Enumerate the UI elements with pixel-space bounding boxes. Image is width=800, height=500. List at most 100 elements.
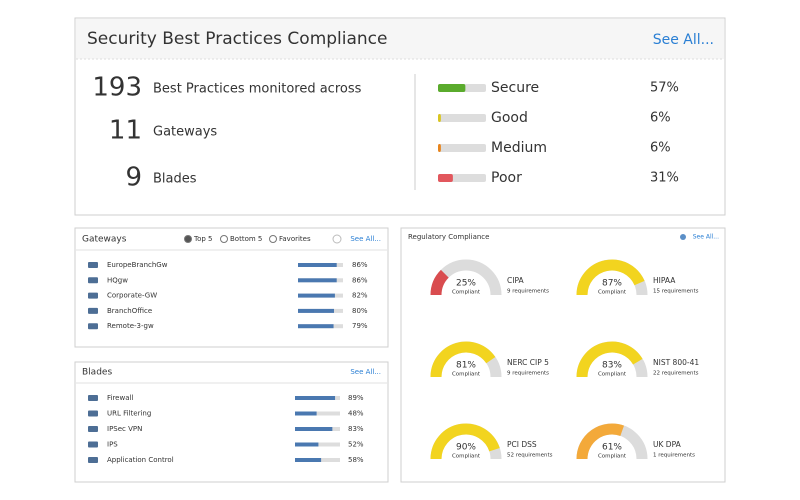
stat-number: 193: [92, 73, 142, 103]
level-bar: [438, 84, 466, 92]
gauge-arc: [430, 341, 496, 378]
bar-track: [438, 114, 486, 122]
option-label: Bottom 5: [230, 235, 262, 243]
level-name: Good: [491, 110, 528, 126]
row-percent: 83%: [348, 425, 364, 433]
gauge-value: 83%: [602, 361, 622, 371]
row-percent: 52%: [348, 441, 364, 449]
gauge-requirements: 15 requirements: [653, 289, 699, 295]
gauge-value: 90%: [456, 443, 476, 453]
row-icon: [88, 262, 98, 268]
row-percent: 89%: [348, 394, 364, 402]
row-icon: [88, 277, 98, 284]
blades-title: Blades: [82, 368, 112, 378]
level-percent: 31%: [650, 171, 679, 186]
see-all[interactable]: See All...: [350, 235, 381, 243]
row-bar: [295, 458, 322, 462]
gauge-requirements: 9 requirements: [507, 371, 549, 377]
stat-label: Best Practices monitored across: [153, 82, 362, 97]
row-bar: [298, 278, 337, 283]
gauge-requirements: 22 requirements: [653, 371, 699, 377]
row-bar: [295, 427, 333, 431]
summary-header: [76, 19, 724, 59]
row-name: BranchOffice: [107, 307, 152, 315]
see-all[interactable]: See All...: [653, 32, 714, 48]
row-name: IPSec VPN: [107, 425, 142, 433]
row-percent: 82%: [352, 292, 368, 300]
radio[interactable]: [269, 235, 277, 243]
option-label: Favorites: [279, 235, 311, 243]
level-bar: [438, 114, 441, 122]
row-bar: [298, 293, 335, 298]
gear-icon[interactable]: [332, 234, 342, 244]
row-percent: 86%: [352, 261, 368, 269]
row-name: IPS: [107, 441, 118, 449]
row-name: Application Control: [107, 456, 174, 464]
see-all[interactable]: See All...: [693, 234, 719, 241]
row-icon: [88, 426, 98, 432]
see-all[interactable]: See All...: [350, 368, 381, 376]
gauge-name: NERC CIP 5: [507, 358, 549, 367]
row-percent: 79%: [352, 322, 368, 330]
row-icon: [88, 292, 98, 299]
gauge-sublabel: Compliant: [598, 290, 627, 296]
level-name: Poor: [491, 170, 522, 186]
gauge-arc: [430, 269, 449, 296]
level-percent: 57%: [650, 81, 679, 96]
row-bar: [295, 396, 336, 400]
gauge-value: 81%: [456, 361, 476, 371]
stat-label: Blades: [153, 172, 197, 187]
gauge-value: 61%: [602, 443, 622, 453]
row-icon: [88, 457, 98, 463]
gauge-sublabel: Compliant: [452, 454, 481, 460]
row-name: Firewall: [107, 394, 133, 402]
settings-icon[interactable]: [680, 234, 686, 240]
gauge-value: 25%: [456, 279, 476, 289]
row-name: EuropeBranchGw: [107, 261, 168, 269]
regulatory-title: Regulatory Compliance: [408, 233, 489, 241]
row-name: Remote-3-gw: [107, 322, 154, 330]
gauge-name: NIST 800-41: [653, 358, 699, 367]
row-icon: [88, 410, 98, 417]
gauge-name: CIPA: [507, 276, 524, 285]
level-percent: 6%: [650, 141, 671, 156]
stat-number: 11: [109, 116, 142, 146]
row-percent: 48%: [348, 410, 364, 418]
level-bar: [438, 144, 441, 152]
row-percent: 86%: [352, 276, 368, 284]
gauge-arc: [430, 423, 500, 460]
summary-title: Security Best Practices Compliance: [87, 29, 388, 49]
gauge-requirements: 52 requirements: [507, 453, 553, 459]
radio[interactable]: [220, 235, 228, 243]
gauge-sublabel: Compliant: [598, 454, 627, 460]
row-percent: 58%: [348, 456, 364, 464]
row-icon: [88, 323, 98, 330]
row-bar: [295, 411, 317, 416]
row-percent: 80%: [352, 307, 368, 315]
level-percent: 6%: [650, 111, 671, 126]
gauge-requirements: 9 requirements: [507, 289, 549, 295]
row-name: Corporate-GW: [107, 292, 157, 300]
gauge-arc: [576, 259, 645, 296]
stat-label: Gateways: [153, 125, 217, 140]
option-label: Top 5: [193, 235, 213, 243]
gauge-name: PCI DSS: [507, 440, 537, 449]
row-bar: [298, 324, 334, 329]
level-bar: [438, 174, 453, 182]
gauge-sublabel: Compliant: [452, 290, 481, 296]
row-bar: [295, 442, 319, 447]
gauge-arc: [576, 341, 643, 378]
row-name: HQgw: [107, 276, 128, 284]
gateways-title: Gateways: [82, 235, 127, 245]
stat-number: 9: [125, 163, 142, 193]
bar-track: [295, 411, 340, 416]
gauge-requirements: 1 requirements: [653, 453, 695, 459]
gauge-arc: [576, 423, 625, 460]
radio[interactable]: [184, 235, 192, 243]
gauge-sublabel: Compliant: [452, 372, 481, 378]
row-icon: [88, 307, 98, 314]
row-bar: [298, 263, 337, 267]
row-icon: [88, 441, 98, 448]
row-icon: [88, 395, 98, 401]
